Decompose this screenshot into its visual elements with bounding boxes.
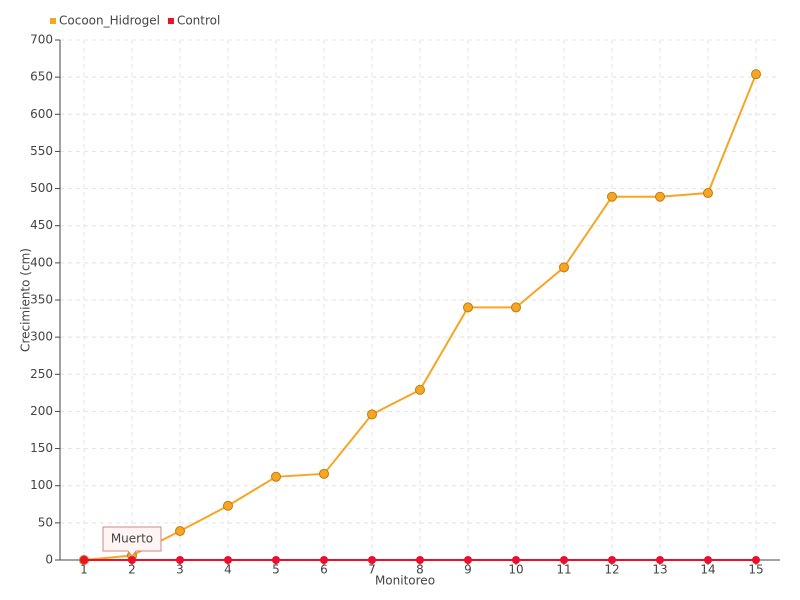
- data-point: [175, 526, 185, 537]
- y-tick-label: 700: [30, 33, 53, 47]
- y-tick-label: 650: [30, 70, 53, 84]
- data-point: [656, 556, 664, 564]
- y-tick-label: 600: [30, 107, 53, 121]
- y-tick-label: 0: [45, 553, 53, 567]
- x-tick-label: 14: [700, 563, 715, 577]
- y-tick-label: 450: [30, 218, 53, 232]
- data-point: [560, 556, 568, 564]
- y-tick-label: 500: [30, 181, 53, 195]
- data-point: [272, 556, 280, 564]
- data-point: [608, 556, 616, 564]
- data-point: [80, 556, 88, 564]
- y-tick-label: 50: [38, 515, 53, 529]
- data-point: [224, 556, 232, 564]
- annotation-box: [102, 526, 162, 557]
- y-tick-label: 250: [30, 367, 53, 381]
- y-tick-label: 350: [30, 293, 53, 307]
- x-tick-label: 7: [368, 563, 376, 577]
- x-tick-label: 6: [320, 563, 328, 577]
- legend-swatch: [50, 18, 56, 24]
- data-point: [463, 302, 473, 313]
- data-point: [512, 556, 520, 564]
- data-point: [752, 556, 760, 564]
- data-point: [319, 468, 329, 479]
- data-point: [704, 556, 712, 564]
- y-tick-label: 300: [30, 330, 53, 344]
- legend-label: Control: [177, 14, 220, 28]
- x-tick-label: 12: [604, 563, 619, 577]
- data-point: [511, 302, 521, 313]
- y-tick-label: 550: [30, 144, 53, 158]
- x-tick-label: 11: [556, 563, 571, 577]
- x-tick-label: 2: [128, 563, 136, 577]
- x-tick-label: 5: [272, 563, 280, 577]
- x-tick-label: 15: [748, 563, 763, 577]
- data-point: [128, 556, 136, 564]
- x-tick-label: 10: [508, 563, 523, 577]
- x-tick-label: 8: [416, 563, 424, 577]
- x-axis-label: Monitoreo: [375, 574, 435, 588]
- y-tick-label: 400: [30, 255, 53, 269]
- legend-label: Cocoon_Hidrogel: [59, 14, 160, 28]
- x-tick-label: 3: [176, 563, 184, 577]
- y-axis-label: Crecimiento (cm): [19, 248, 33, 352]
- x-tick-label: 1: [80, 563, 88, 577]
- x-tick-label: 9: [464, 563, 472, 577]
- data-point: [368, 556, 376, 564]
- y-tick-label: 150: [30, 441, 53, 455]
- data-point: [464, 556, 472, 564]
- data-point: [655, 191, 665, 202]
- data-point: [416, 556, 424, 564]
- data-point: [223, 500, 233, 511]
- data-point: [703, 188, 713, 199]
- y-tick-label: 200: [30, 404, 53, 418]
- data-point: [607, 191, 617, 202]
- x-tick-label: 4: [224, 563, 232, 577]
- data-point: [415, 384, 425, 395]
- x-tick-label: 13: [652, 563, 667, 577]
- data-point: [559, 262, 569, 273]
- data-point: [751, 69, 761, 80]
- data-point: [176, 556, 184, 564]
- legend-swatch: [167, 18, 174, 24]
- data-point: [367, 409, 377, 420]
- annotation: Muerto: [111, 532, 153, 546]
- y-tick-label: 100: [30, 478, 53, 492]
- data-point: [320, 556, 328, 564]
- data-point: [271, 471, 281, 482]
